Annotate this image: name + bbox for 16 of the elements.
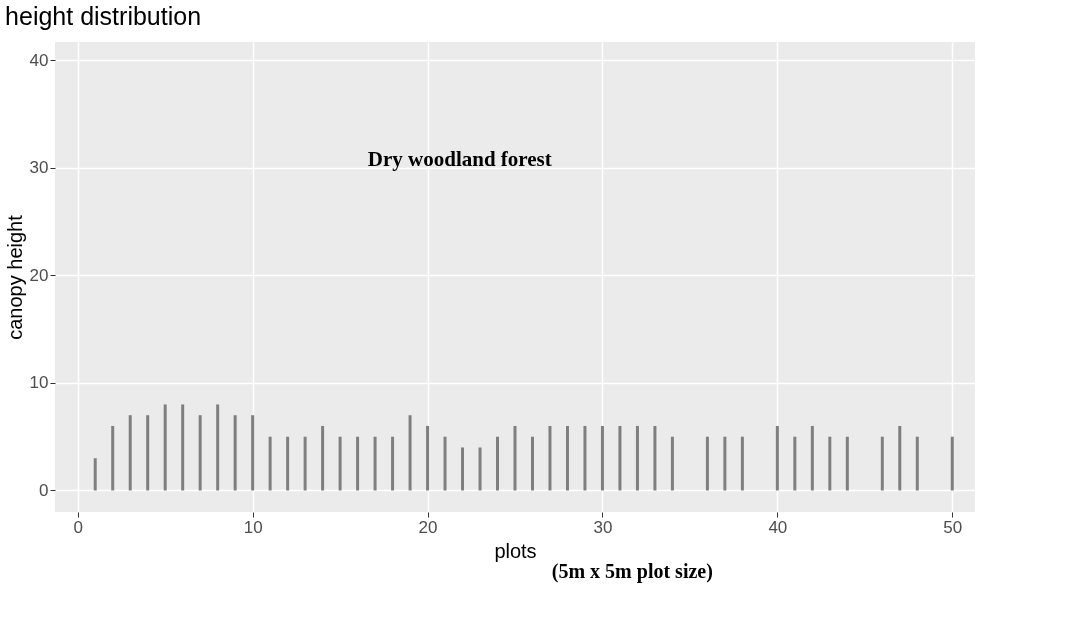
y-tick-label: 30	[29, 158, 49, 178]
chart-title: height distribution	[5, 2, 202, 30]
x-tick-label: 30	[593, 517, 613, 537]
x-tick-label: 20	[418, 517, 438, 537]
x-tick-label: 10	[243, 517, 263, 537]
text: (5m x 5m plot size)	[551, 560, 713, 583]
y-axis-title: canopy height	[3, 214, 26, 340]
x-tick-label: 0	[73, 517, 83, 537]
x-tick-label: 50	[943, 517, 963, 537]
annotation: Dry woodland forest	[367, 146, 552, 171]
y-tick-label: 10	[29, 373, 49, 393]
y-tick-label: 0	[39, 480, 49, 500]
x-axis-title: plots	[494, 539, 537, 562]
x-tick-label: 40	[768, 517, 788, 537]
y-tick-label: 20	[29, 265, 49, 285]
y-tick-label: 40	[29, 50, 49, 70]
